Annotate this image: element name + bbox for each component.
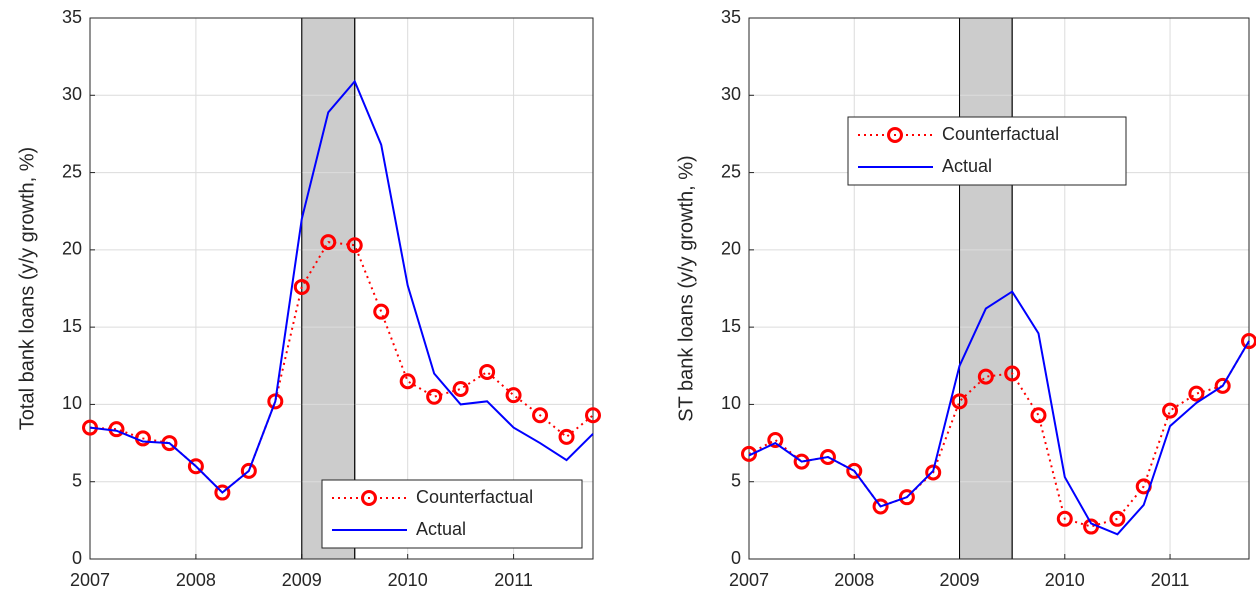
plot-frame — [89, 17, 594, 560]
y-tick-label: 30 — [721, 84, 741, 104]
marker — [108, 421, 125, 438]
legend-marker — [887, 127, 903, 143]
x-tick-label: 2011 — [494, 570, 533, 590]
x-tick-label: 2008 — [834, 570, 874, 590]
x-tick-label: 2010 — [388, 570, 428, 590]
y-tick-label: 5 — [72, 470, 82, 490]
y-tick-label: 10 — [721, 393, 741, 413]
marker — [505, 387, 522, 404]
marker — [793, 453, 810, 470]
marker — [585, 407, 601, 424]
y-tick-label: 15 — [62, 316, 82, 336]
marker — [951, 393, 968, 410]
y-tick-label: 0 — [72, 548, 82, 568]
marker — [1109, 510, 1126, 527]
x-tick-label: 2010 — [1045, 570, 1085, 590]
x-tick-label: 2007 — [729, 570, 769, 590]
marker — [558, 428, 575, 445]
legend-label: Counterfactual — [942, 124, 1059, 144]
x-tick-label: 2008 — [176, 570, 216, 590]
marker — [846, 462, 863, 479]
y-axis-label: Total bank loans (y/y growth, %) — [16, 147, 38, 430]
x-tick-label: 2009 — [940, 570, 980, 590]
legend-label: Actual — [416, 519, 466, 539]
shaded-region — [959, 17, 1013, 560]
shaded-region — [301, 17, 356, 560]
y-tick-label: 25 — [721, 161, 741, 181]
marker — [898, 489, 915, 506]
marker — [214, 484, 231, 501]
marker — [1030, 407, 1047, 424]
y-tick-label: 25 — [62, 161, 82, 181]
legend-label: Actual — [942, 156, 992, 176]
marker — [240, 462, 257, 479]
marker — [293, 278, 310, 295]
y-tick-label: 30 — [62, 84, 82, 104]
y-tick-label: 35 — [721, 7, 741, 27]
marker — [479, 363, 496, 380]
marker — [1188, 385, 1205, 402]
marker — [452, 380, 469, 397]
y-tick-label: 5 — [731, 470, 741, 490]
marker — [1056, 510, 1073, 527]
marker — [532, 407, 549, 424]
marker — [346, 237, 363, 254]
legend-label: Counterfactual — [416, 487, 533, 507]
y-tick-label: 0 — [731, 548, 741, 568]
series-line — [89, 79, 594, 494]
legend-marker — [361, 490, 377, 506]
x-tick-label: 2009 — [282, 570, 322, 590]
marker — [187, 458, 204, 475]
marker — [320, 234, 337, 251]
marker — [872, 498, 889, 515]
marker — [767, 431, 784, 448]
y-axis-label: ST bank loans (y/y growth, %) — [675, 155, 697, 421]
series-line — [89, 241, 594, 494]
marker — [399, 373, 416, 390]
marker — [1004, 365, 1021, 382]
marker — [977, 368, 994, 385]
y-tick-label: 15 — [721, 316, 741, 336]
marker — [1214, 377, 1231, 394]
marker — [373, 303, 390, 320]
x-tick-label: 2007 — [70, 570, 110, 590]
marker — [925, 464, 942, 481]
plot-frame — [748, 17, 1250, 560]
y-tick-label: 20 — [62, 239, 82, 259]
y-tick-label: 20 — [721, 239, 741, 259]
marker — [741, 445, 757, 462]
marker — [1162, 402, 1179, 419]
y-tick-label: 10 — [62, 393, 82, 413]
x-tick-label: 2011 — [1151, 570, 1190, 590]
y-tick-label: 35 — [62, 7, 82, 27]
marker — [426, 388, 443, 405]
marker — [819, 448, 836, 465]
series-line — [748, 290, 1250, 536]
